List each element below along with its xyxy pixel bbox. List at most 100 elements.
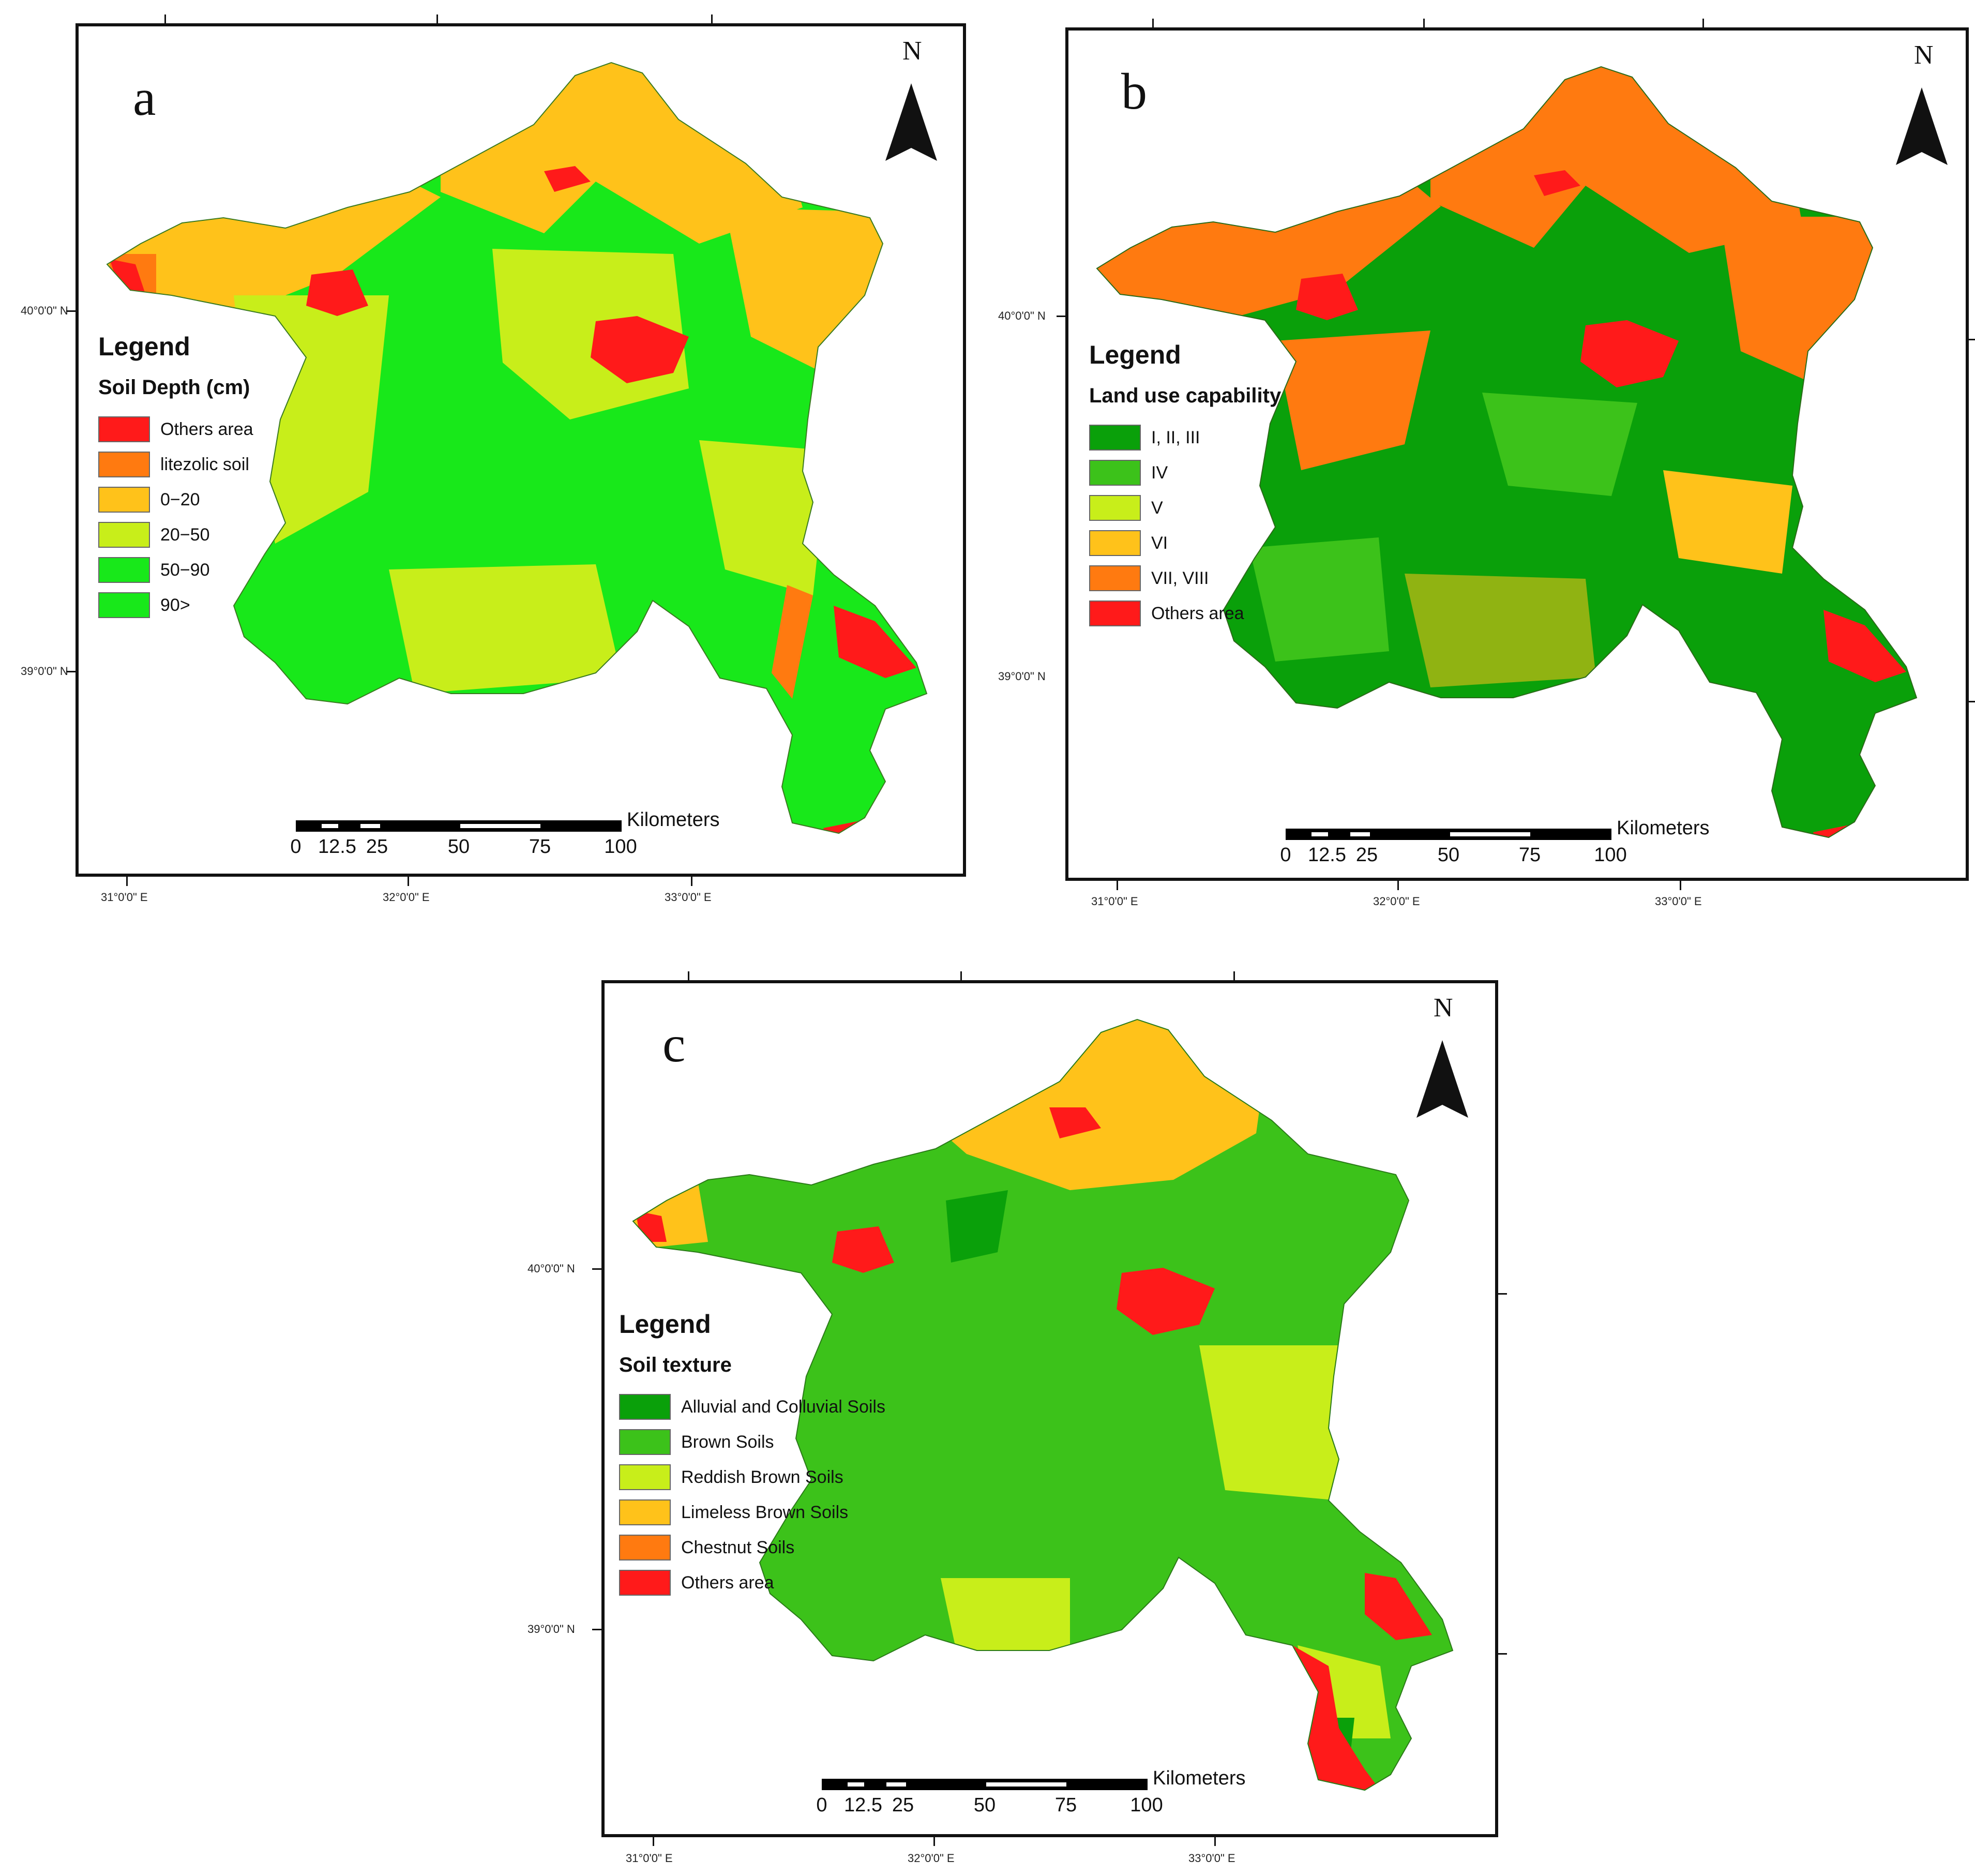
north-label-a: N [902,36,922,66]
scale-tick-label: 25 [892,1794,914,1816]
legend-swatch [98,592,150,618]
legend-label: Chestnut Soils [681,1537,795,1557]
legend-item: 20−50 [98,517,253,552]
scale-tick-label: 75 [529,836,551,858]
legend-item: V [1089,490,1281,526]
lon-label: 33°0'0" E [665,891,712,904]
lon-label: 33°0'0" E [1655,895,1702,908]
legend-item: Chestnut Soils [619,1530,885,1565]
legend-label: Others area [1151,603,1244,623]
lat-label: 40°0'0" N [998,309,1046,322]
legend-b: Legend Land use capability I, II, III IV… [1089,340,1281,631]
legend-swatch [619,1394,671,1420]
north-label-c: N [1434,993,1453,1023]
scale-tick-label: 100 [604,836,637,858]
north-arrow-icon [885,83,937,161]
legend-a: Legend Soil Depth (cm) Others area litez… [98,332,253,623]
legend-item: Brown Soils [619,1424,885,1460]
scale-bar-b: Kilometers 0 12.5 25 50 75 100 [1280,817,1709,866]
legend-label: Others area [160,419,253,439]
legend-item: 0−20 [98,482,253,517]
scale-tick-label: 0 [1280,844,1291,866]
legend-swatch [98,557,150,583]
lon-label: 31°0'0" E [626,1852,673,1865]
legend-swatch [98,416,150,442]
panel-label-a: a [133,69,156,126]
legend-label: Brown Soils [681,1432,774,1452]
north-arrow-icon [1896,87,1948,165]
lon-label: 32°0'0" E [1373,895,1420,908]
legend-swatch [619,1570,671,1596]
legend-label: VI [1151,533,1168,553]
scale-bar-a: Kilometers 0 12.5 25 50 75 100 [290,809,719,858]
legend-label: Reddish Brown Soils [681,1467,843,1487]
legend-item: Others area [1089,596,1281,631]
scale-unit: Kilometers [1617,817,1710,839]
legend-label: 0−20 [160,489,200,509]
scale-tick-label: 50 [447,836,470,858]
legend-label: VII, VIII [1151,568,1209,588]
scale-tick-label: 12.5 [1308,844,1346,866]
legend-label: Alluvial and Colluvial Soils [681,1397,885,1417]
legend-swatch [1089,530,1141,556]
legend-label: Limeless Brown Soils [681,1502,849,1522]
map-a-canvas [106,62,937,834]
lat-label: 39°0'0" N [527,1623,575,1635]
lon-label: 32°0'0" E [383,891,430,904]
scale-tick-label: 0 [816,1794,827,1816]
scale-tick-label: 12.5 [318,836,356,858]
scale-tick-label: 12.5 [844,1794,882,1816]
legend-swatch [1089,425,1141,451]
scale-bar-c: Kilometers 0 12.5 25 50 75 100 [816,1767,1245,1816]
map-panel-b: b N Legend Land use capability I, II, II… [1065,27,1969,881]
legend-c: Legend Soil texture Alluvial and Colluvi… [619,1309,885,1600]
legend-subtitle: Land use capability [1089,384,1282,407]
lon-label: 31°0'0" E [1091,895,1138,908]
lon-label: 33°0'0" E [1188,1852,1235,1865]
panel-label-b: b [1121,63,1147,120]
scale-tick-label: 100 [1594,844,1627,866]
scale-unit: Kilometers [1153,1767,1246,1789]
legend-swatch [1089,601,1141,626]
scale-bar-graphic [822,1779,1148,1790]
north-label-b: N [1914,40,1934,70]
legend-item: I, II, III [1089,420,1281,455]
scale-tick-label: 100 [1130,1794,1163,1816]
legend-title: Legend [1089,340,1181,369]
panel-label-c: c [662,1015,686,1073]
lat-label: 40°0'0" N [21,304,68,317]
legend-item: 90> [98,588,253,623]
legend-item: 50−90 [98,552,253,588]
legend-swatch [1089,460,1141,486]
legend-item: Others area [619,1565,885,1600]
lat-label: 40°0'0" N [527,1262,575,1275]
north-arrow-icon [1416,1040,1468,1118]
legend-title: Legend [619,1310,711,1339]
legend-item: VII, VIII [1089,561,1281,596]
map-panel-a: a N Legend Soil Depth (cm) Others area l… [76,23,966,877]
legend-swatch [619,1535,671,1560]
scale-tick-label: 75 [1518,844,1541,866]
legend-swatch [619,1429,671,1455]
legend-item: Alluvial and Colluvial Soils [619,1389,885,1424]
map-panel-c: c N Legend Soil texture Alluvial and Col… [601,980,1498,1837]
scale-tick-label: 25 [366,836,388,858]
legend-label: I, II, III [1151,427,1200,447]
legend-label: 90> [160,595,190,615]
legend-item: litezolic soil [98,447,253,482]
map-b-canvas [1096,66,1948,838]
legend-label: IV [1151,462,1168,483]
lon-label: 32°0'0" E [908,1852,955,1865]
legend-label: 20−50 [160,524,210,545]
scale-tick-label: 25 [1355,844,1378,866]
scale-tick-label: 0 [290,836,301,858]
lon-label: 31°0'0" E [101,891,148,904]
scale-unit: Kilometers [627,809,720,831]
legend-swatch [619,1464,671,1490]
legend-title: Legend [98,332,190,361]
legend-swatch [98,452,150,477]
legend-item: Reddish Brown Soils [619,1460,885,1495]
scale-bar-graphic [296,820,622,832]
legend-swatch [98,487,150,513]
scale-tick-label: 75 [1054,1794,1077,1816]
